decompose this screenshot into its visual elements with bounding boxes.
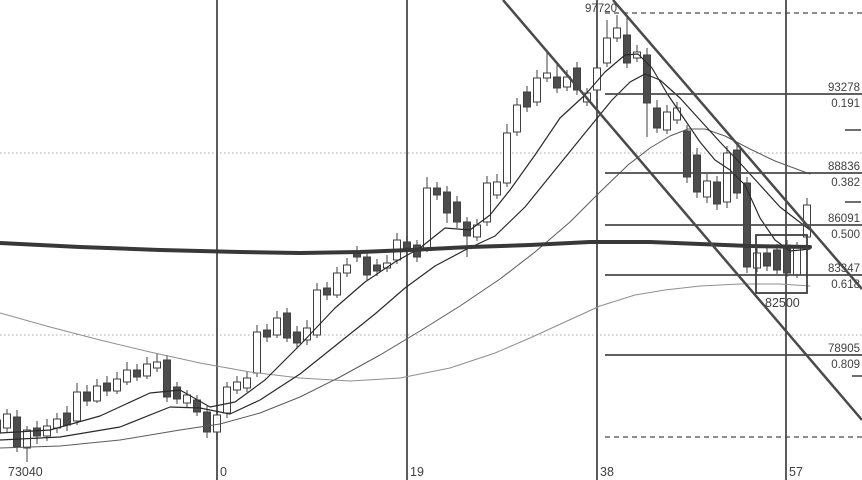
bearish-candle <box>63 412 71 426</box>
fib-price-label: 78905 <box>828 343 860 355</box>
bearish-candle <box>193 399 201 413</box>
x-axis-label: 73040 <box>8 465 43 479</box>
bullish-candle <box>593 67 601 91</box>
bearish-candle <box>773 249 781 271</box>
ma-medium-line <box>0 73 811 441</box>
bearish-candle <box>683 130 691 178</box>
fib-price-label: 88836 <box>828 161 860 173</box>
bearish-candle <box>453 201 461 223</box>
bullish-candle <box>223 386 231 414</box>
bullish-candle <box>493 181 501 196</box>
bullish-candle <box>143 363 151 377</box>
box-price-label: 82500 <box>765 296 800 310</box>
bullish-candle <box>563 76 571 88</box>
bearish-candle <box>713 181 721 205</box>
bullish-candle <box>543 72 551 79</box>
bullish-candle <box>333 272 341 296</box>
bullish-candle <box>423 187 431 249</box>
bullish-candle <box>673 107 681 121</box>
bullish-candle <box>123 369 131 383</box>
peak-price-label: 97720 <box>585 3 617 15</box>
bullish-candle <box>633 51 641 59</box>
bearish-candle <box>623 34 631 64</box>
bullish-candle <box>313 289 321 336</box>
bullish-candle <box>93 385 101 402</box>
bearish-candle <box>733 149 741 194</box>
bearish-candle <box>173 386 181 400</box>
bearish-candle <box>373 264 381 272</box>
bearish-candle <box>763 252 771 267</box>
bullish-candle <box>213 414 221 433</box>
bearish-candle <box>293 331 301 344</box>
x-axis-label: 0 <box>220 465 227 479</box>
bearish-candle <box>203 411 211 433</box>
ma-200-thick-line <box>0 240 812 255</box>
ma-slow-line <box>0 128 811 449</box>
bearish-candle <box>283 312 291 339</box>
x-axis-label: 57 <box>789 465 803 479</box>
bullish-candle <box>343 264 351 274</box>
bearish-candle <box>523 91 531 108</box>
bearish-candle <box>0 419 1 434</box>
bullish-candle <box>603 37 611 64</box>
bearish-candle <box>403 241 411 249</box>
ma-fast-line <box>0 53 811 434</box>
bearish-candle <box>133 369 141 378</box>
bearish-candle <box>653 107 661 129</box>
bearish-candle <box>443 191 451 214</box>
bullish-candle <box>703 180 711 198</box>
bullish-candle <box>663 111 671 131</box>
fib-ratio-label: 0.500 <box>831 229 860 241</box>
bearish-candle <box>553 76 561 89</box>
fib-price-label: 93278 <box>828 82 860 94</box>
bearish-candle <box>323 287 331 296</box>
bearish-candle <box>83 391 91 402</box>
bearish-candle <box>33 427 41 437</box>
bullish-candle <box>43 425 51 437</box>
bullish-candle <box>233 381 241 391</box>
bullish-candle <box>53 418 61 429</box>
fib-ratio-label: 0.618 <box>831 279 860 291</box>
bullish-candle <box>753 252 761 269</box>
bearish-candle <box>573 67 581 91</box>
bearish-candle <box>363 256 371 276</box>
bullish-candle <box>723 152 731 203</box>
bullish-candle <box>273 317 281 336</box>
fib-price-label: 86091 <box>828 213 860 225</box>
bearish-candle <box>263 329 271 338</box>
x-axis-label: 38 <box>600 465 614 479</box>
fib-ratio-label: 0.809 <box>831 359 860 371</box>
bullish-candle <box>533 77 541 103</box>
bullish-candle <box>513 104 521 133</box>
bearish-candle <box>163 359 171 398</box>
bearish-candle <box>103 382 111 392</box>
bullish-candle <box>793 246 801 276</box>
bullish-candle <box>253 331 261 374</box>
bullish-candle <box>113 378 121 392</box>
ma-slowest-line <box>0 283 811 382</box>
downtrend-line-2[interactable] <box>612 0 862 290</box>
bullish-candle <box>243 377 251 389</box>
bullish-candle <box>3 413 11 429</box>
fib-ratio-label: 0.382 <box>831 177 860 189</box>
consolidation-box[interactable] <box>755 234 808 294</box>
bullish-candle <box>503 132 511 184</box>
bearish-candle <box>433 187 441 196</box>
downtrend-line-1[interactable] <box>502 0 862 421</box>
bearish-candle <box>643 54 651 104</box>
bullish-candle <box>73 391 81 422</box>
x-axis-label: 19 <box>410 465 424 479</box>
bullish-candle <box>153 361 161 369</box>
bullish-candle <box>613 27 621 39</box>
bullish-candle <box>483 182 491 223</box>
fib-ratio-label: 0.191 <box>831 98 860 110</box>
bullish-candle <box>183 394 191 404</box>
